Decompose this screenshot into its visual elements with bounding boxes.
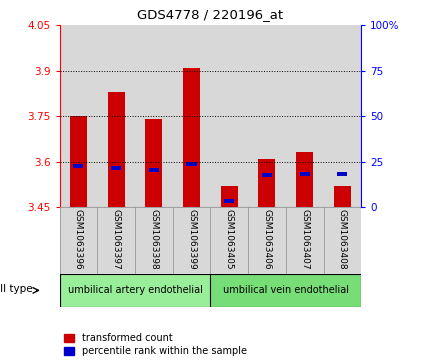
Legend: transformed count, percentile rank within the sample: transformed count, percentile rank withi…	[64, 333, 247, 356]
Bar	[300, 172, 310, 176]
Bar	[262, 173, 272, 177]
Bar	[221, 186, 238, 207]
Bar	[149, 168, 159, 172]
Bar	[173, 25, 210, 207]
Text: umbilical artery endothelial: umbilical artery endothelial	[68, 285, 202, 295]
Text: GSM1063399: GSM1063399	[187, 209, 196, 270]
Text: GSM1063397: GSM1063397	[112, 209, 121, 270]
Bar	[60, 274, 210, 307]
Bar	[258, 159, 275, 207]
Text: GSM1063407: GSM1063407	[300, 209, 309, 270]
Bar	[97, 25, 135, 207]
Bar	[210, 25, 248, 207]
Bar	[111, 166, 121, 170]
Bar	[337, 172, 348, 176]
Title: GDS4778 / 220196_at: GDS4778 / 220196_at	[137, 8, 283, 21]
Text: GSM1063405: GSM1063405	[225, 209, 234, 270]
Bar	[108, 92, 125, 207]
Text: GSM1063408: GSM1063408	[338, 209, 347, 270]
Bar	[334, 186, 351, 207]
Text: cell type: cell type	[0, 284, 33, 294]
Bar	[145, 119, 162, 207]
Text: GSM1063406: GSM1063406	[263, 209, 272, 270]
Bar	[60, 207, 97, 274]
Bar	[210, 207, 248, 274]
Bar	[73, 164, 83, 168]
Bar	[70, 116, 87, 207]
Bar	[286, 25, 323, 207]
Bar	[323, 207, 361, 274]
Text: GSM1063398: GSM1063398	[149, 209, 158, 270]
Bar	[173, 207, 210, 274]
Text: umbilical vein endothelial: umbilical vein endothelial	[223, 285, 349, 295]
Bar	[224, 200, 234, 203]
Bar	[187, 162, 197, 166]
Text: GSM1063396: GSM1063396	[74, 209, 83, 270]
Bar	[248, 207, 286, 274]
Bar	[286, 207, 323, 274]
Bar	[183, 68, 200, 207]
Bar	[135, 25, 173, 207]
Bar	[248, 25, 286, 207]
Bar	[296, 152, 313, 207]
Bar	[210, 274, 361, 307]
Bar	[323, 25, 361, 207]
Bar	[97, 207, 135, 274]
Bar	[60, 25, 97, 207]
Bar	[135, 207, 173, 274]
